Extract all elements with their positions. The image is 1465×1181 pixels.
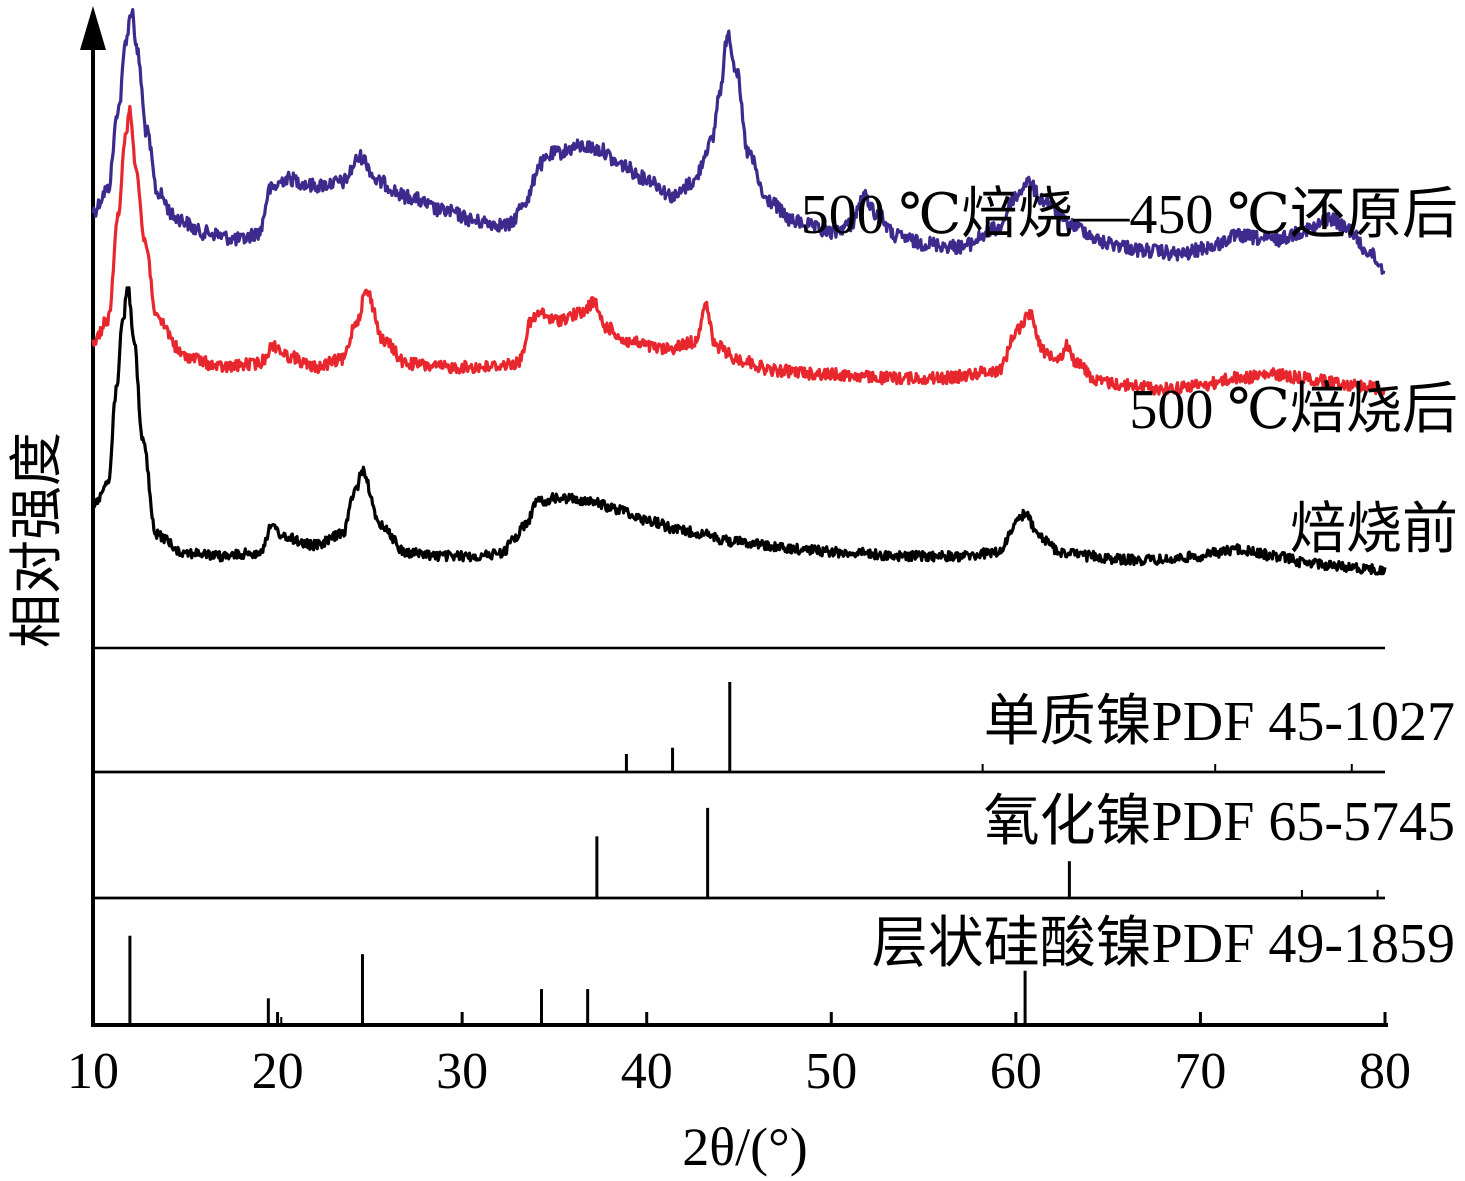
series-line-1	[91, 8, 1386, 275]
x-tick-label-80: 80	[1359, 1043, 1411, 1100]
x-tick-label-40: 40	[621, 1043, 673, 1100]
series-label-2: 500 ℃焙烧后	[1129, 379, 1458, 441]
y-axis-label: 相对强度	[7, 432, 67, 648]
x-tick-label-50: 50	[805, 1043, 857, 1100]
x-tick-label-10: 10	[67, 1043, 119, 1100]
series-label-3: 焙烧前	[1290, 499, 1458, 561]
y-axis-arrow	[80, 6, 106, 50]
series-lines	[91, 8, 1387, 576]
reference-panels: 单质镍PDF 45-1027 氧化镍PDF 65-5745 层状硅酸镍PDF 49-…	[93, 646, 1455, 1025]
series-line-3	[92, 286, 1387, 576]
x-axis-label: 2θ/(°)	[682, 1117, 807, 1177]
ref-label-1: 单质镍PDF 45-1027	[984, 691, 1455, 753]
ref-label-3: 层状硅酸镍PDF 49-1859	[872, 913, 1455, 975]
x-tick-label-30: 30	[436, 1043, 488, 1100]
x-tick-label-70: 70	[1174, 1043, 1226, 1100]
x-ticks: 10 20 30 40 50 60 70 80	[67, 1012, 1411, 1100]
series-label-1: 500 ℃焙烧—450 ℃还原后	[801, 184, 1458, 246]
x-tick-label-20: 20	[252, 1043, 304, 1100]
series-line-2	[91, 104, 1387, 397]
x-tick-label-60: 60	[990, 1043, 1042, 1100]
ref-label-2: 氧化镍PDF 65-5745	[984, 791, 1455, 853]
